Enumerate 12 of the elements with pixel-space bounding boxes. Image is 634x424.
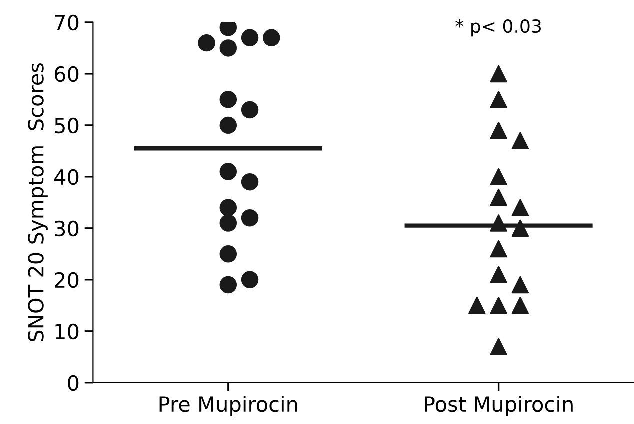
x-tick-label: Pre Mupirocin bbox=[160, 396, 298, 416]
y-tick-label: 70 bbox=[55, 14, 79, 31]
y-tick-label: 30 bbox=[55, 220, 79, 237]
y-axis-title: SNOT 20 Symptom Scores bbox=[28, 63, 48, 342]
y-tick-label: 0 bbox=[68, 375, 79, 392]
y-tick-label: 10 bbox=[56, 324, 79, 340]
annotation: * p< 0.03 bbox=[456, 19, 541, 37]
y-tick-label: 60 bbox=[54, 66, 79, 82]
y-tick-label: 50 bbox=[55, 118, 79, 134]
y-tick-label: 20 bbox=[55, 272, 79, 288]
y-tick-label: 40 bbox=[54, 169, 79, 186]
x-tick-label: Post Mupirocin bbox=[425, 396, 573, 416]
